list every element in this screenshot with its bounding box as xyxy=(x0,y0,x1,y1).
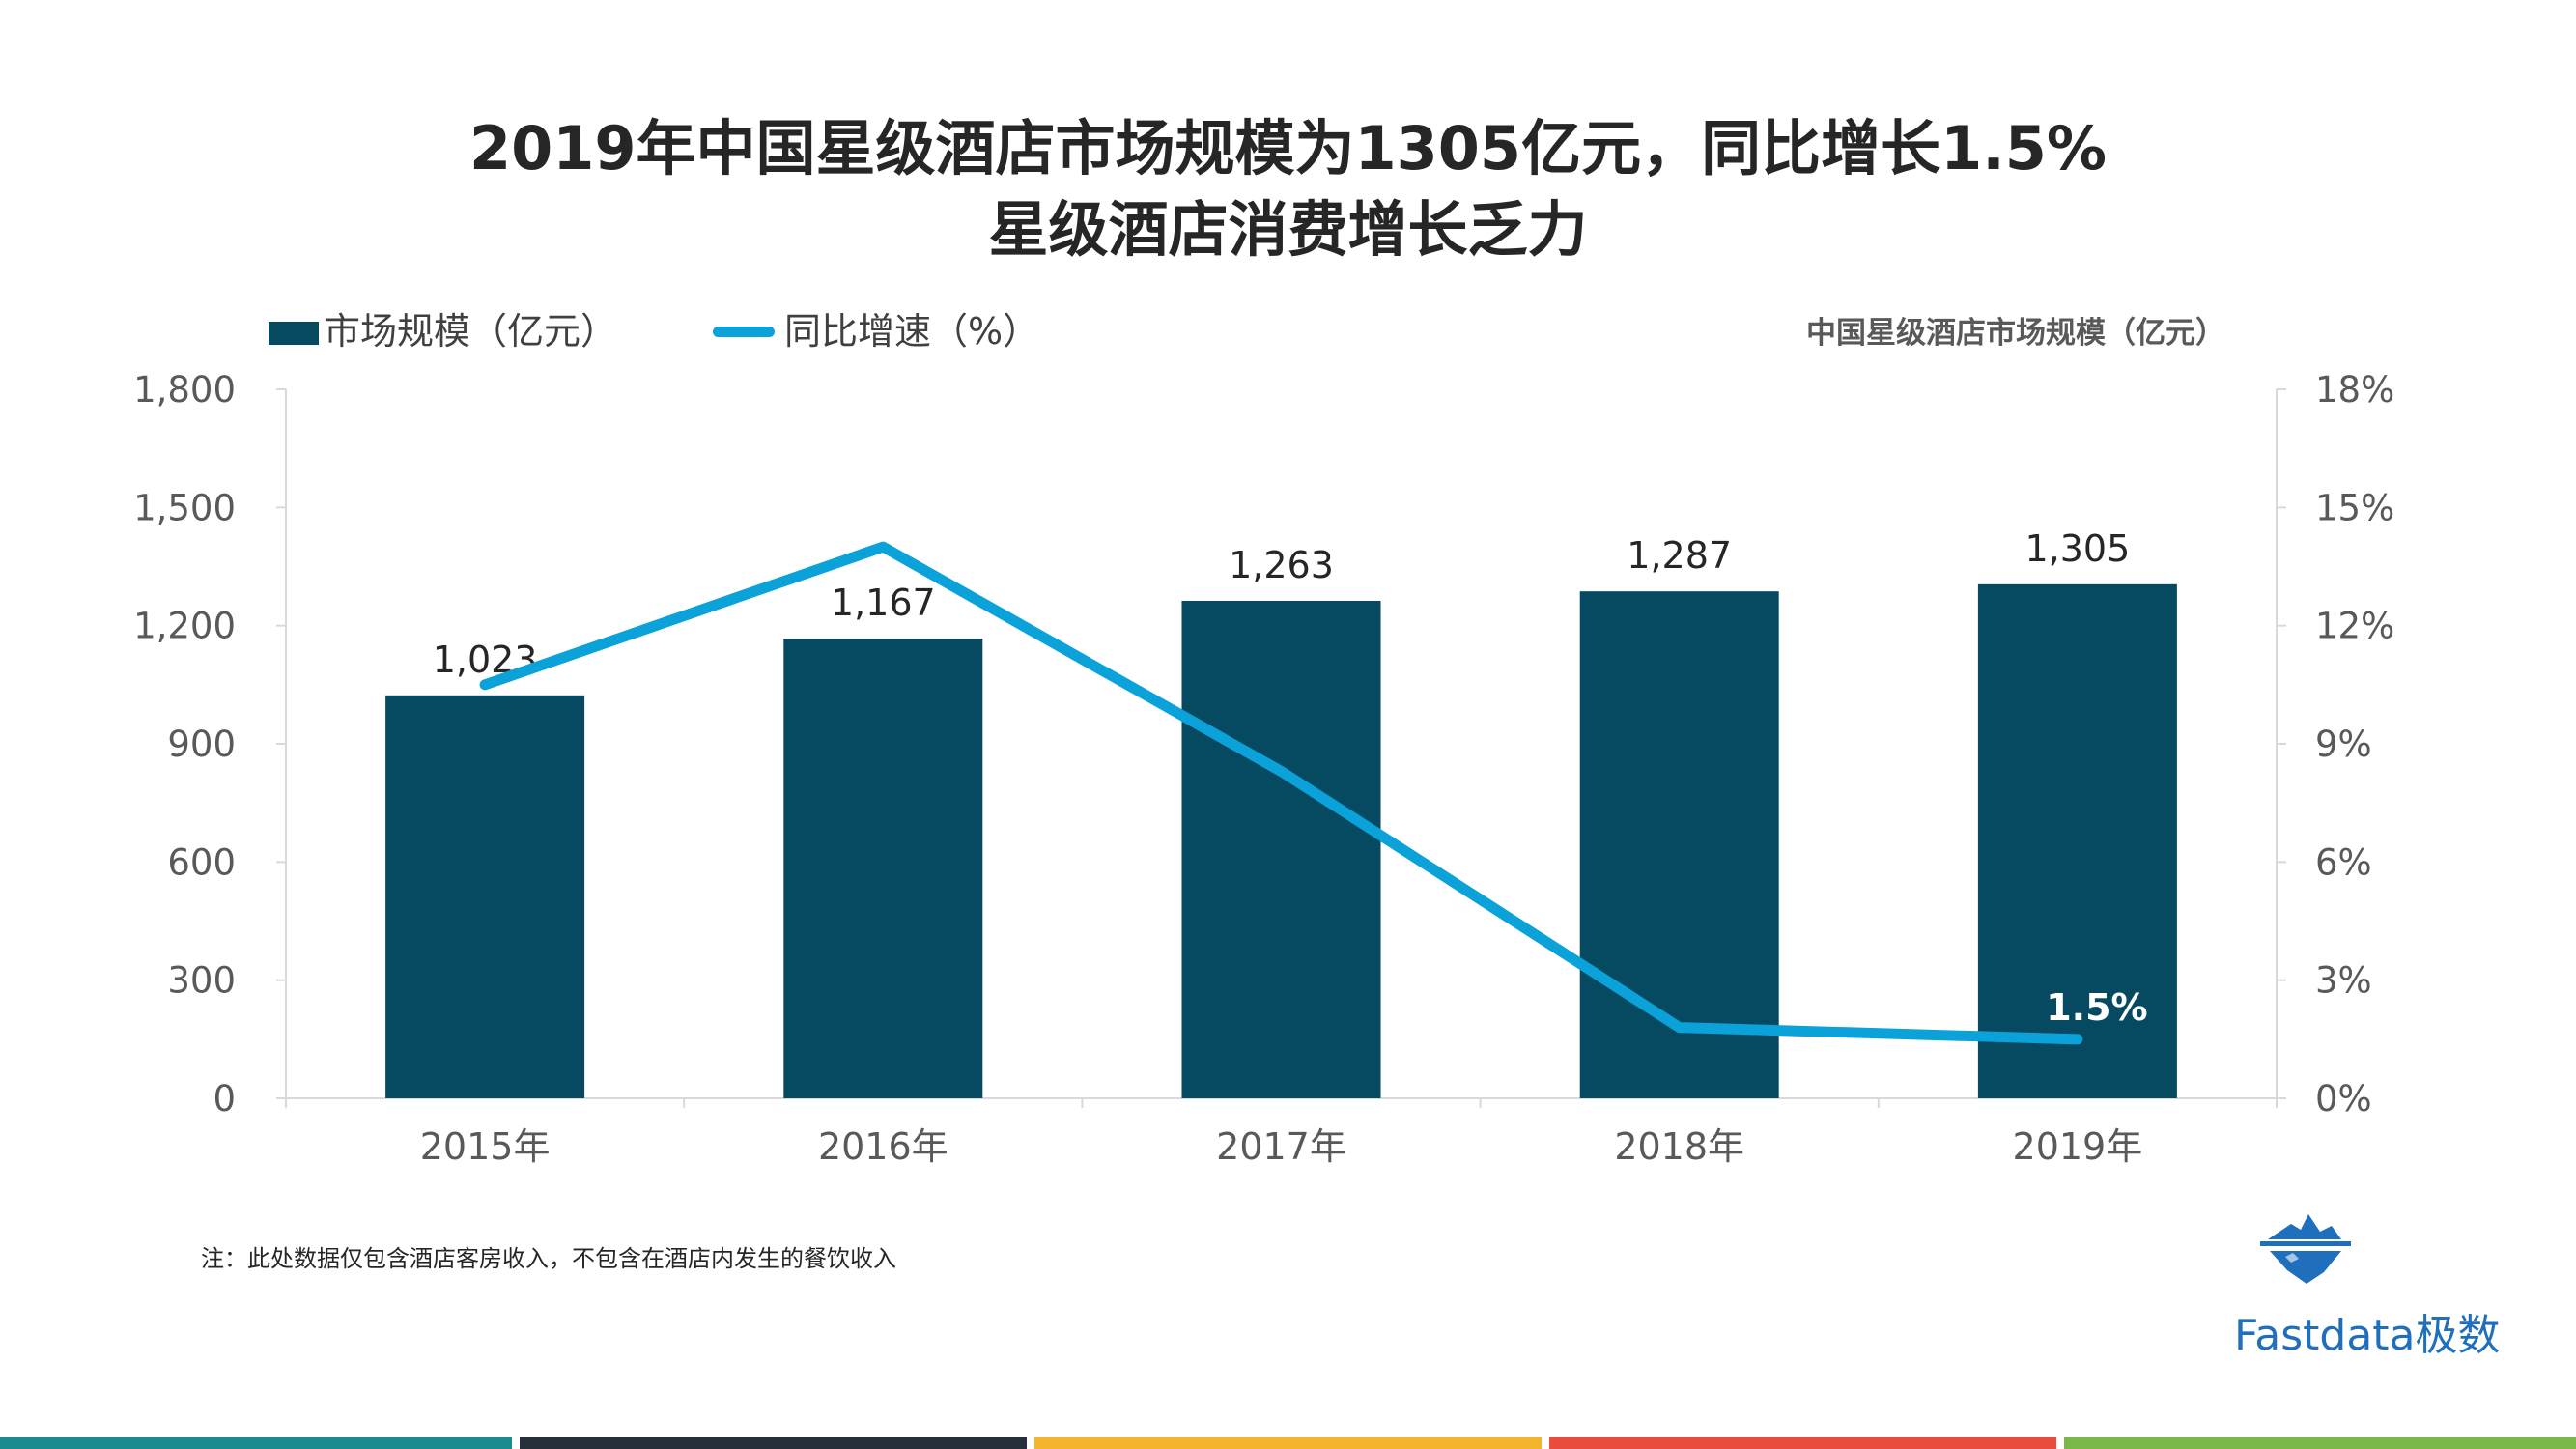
y-right-tick-label: 12% xyxy=(2315,606,2394,647)
bar-value-label: 1,263 xyxy=(1229,544,1334,586)
chart-title: 2019年中国星级酒店市场规模为1305亿元，同比增长1.5% 星级酒店消费增长… xyxy=(0,108,2576,270)
legend-bar-swatch xyxy=(269,322,319,345)
bar xyxy=(1579,591,1779,1098)
footnote: 注：此处数据仅包含酒店客房收入，不包含在酒店内发生的餐饮收入 xyxy=(201,1245,896,1272)
y-left-tick-label: 900 xyxy=(167,724,236,765)
y-left-tick-label: 1,800 xyxy=(133,369,236,411)
footer-segment xyxy=(0,1437,512,1449)
bar xyxy=(1181,600,1381,1098)
bar xyxy=(783,639,983,1098)
bar xyxy=(385,695,585,1098)
growth-value-label: 1.5% xyxy=(2046,986,2147,1029)
title-line-2: 星级酒店消费增长乏力 xyxy=(988,194,1588,265)
footer-color-strip xyxy=(0,1437,2576,1449)
legend-line-label: 同比增速（%） xyxy=(784,310,1040,353)
y-right-tick-label: 15% xyxy=(2315,487,2394,528)
bar-value-label: 1,287 xyxy=(1627,534,1732,577)
footer-gap xyxy=(2056,1437,2064,1449)
bar xyxy=(1977,583,2177,1098)
x-tick-label: 2018年 xyxy=(1614,1125,1744,1168)
title-line-1: 2019年中国星级酒店市场规模为1305亿元，同比增长1.5% xyxy=(468,113,2108,184)
x-tick-label: 2017年 xyxy=(1216,1125,1346,1168)
y-left-tick-label: 1,500 xyxy=(133,487,236,528)
y-right-tick-label: 3% xyxy=(2315,960,2372,1002)
growth-line xyxy=(479,541,2083,1045)
y-left-tick-label: 300 xyxy=(167,960,236,1002)
footer-segment xyxy=(2064,1437,2576,1449)
iceberg-logo-icon xyxy=(2260,1214,2351,1284)
chart-caption: 中国星级酒店市场规模（亿元） xyxy=(1806,316,2225,351)
y-left-tick-label: 1,200 xyxy=(133,606,236,647)
bar-value-label: 1,305 xyxy=(2025,527,2131,570)
footer-gap xyxy=(1542,1437,1549,1449)
y-right-tick-label: 18% xyxy=(2315,369,2394,411)
footer-segment xyxy=(1549,1437,2056,1449)
y-left-tick-label: 600 xyxy=(167,841,236,883)
x-tick-label: 2016年 xyxy=(818,1125,948,1168)
brand-name: Fastdata极数 xyxy=(2234,1311,2501,1360)
footer-gap xyxy=(1027,1437,1034,1449)
y-right-tick-label: 9% xyxy=(2315,724,2372,765)
y-left-tick-label: 0 xyxy=(212,1078,236,1120)
x-tick-label: 2019年 xyxy=(2013,1125,2143,1168)
x-tick-label: 2015年 xyxy=(420,1125,551,1168)
legend-line-swatch xyxy=(713,327,775,337)
legend-bar-label: 市场规模（亿元） xyxy=(324,310,618,353)
footer-segment xyxy=(520,1437,1027,1449)
footer-segment xyxy=(1034,1437,1542,1449)
bar-value-label: 1,167 xyxy=(831,582,936,624)
combo-chart: 0 300 600 900 1,200 1,500 1,800 0% 3% 6% 9% 12% 15% 1… xyxy=(133,369,2394,1168)
y-right-tick-label: 0% xyxy=(2315,1078,2372,1120)
y-right-tick-label: 6% xyxy=(2315,841,2372,883)
footer-gap xyxy=(512,1437,520,1449)
